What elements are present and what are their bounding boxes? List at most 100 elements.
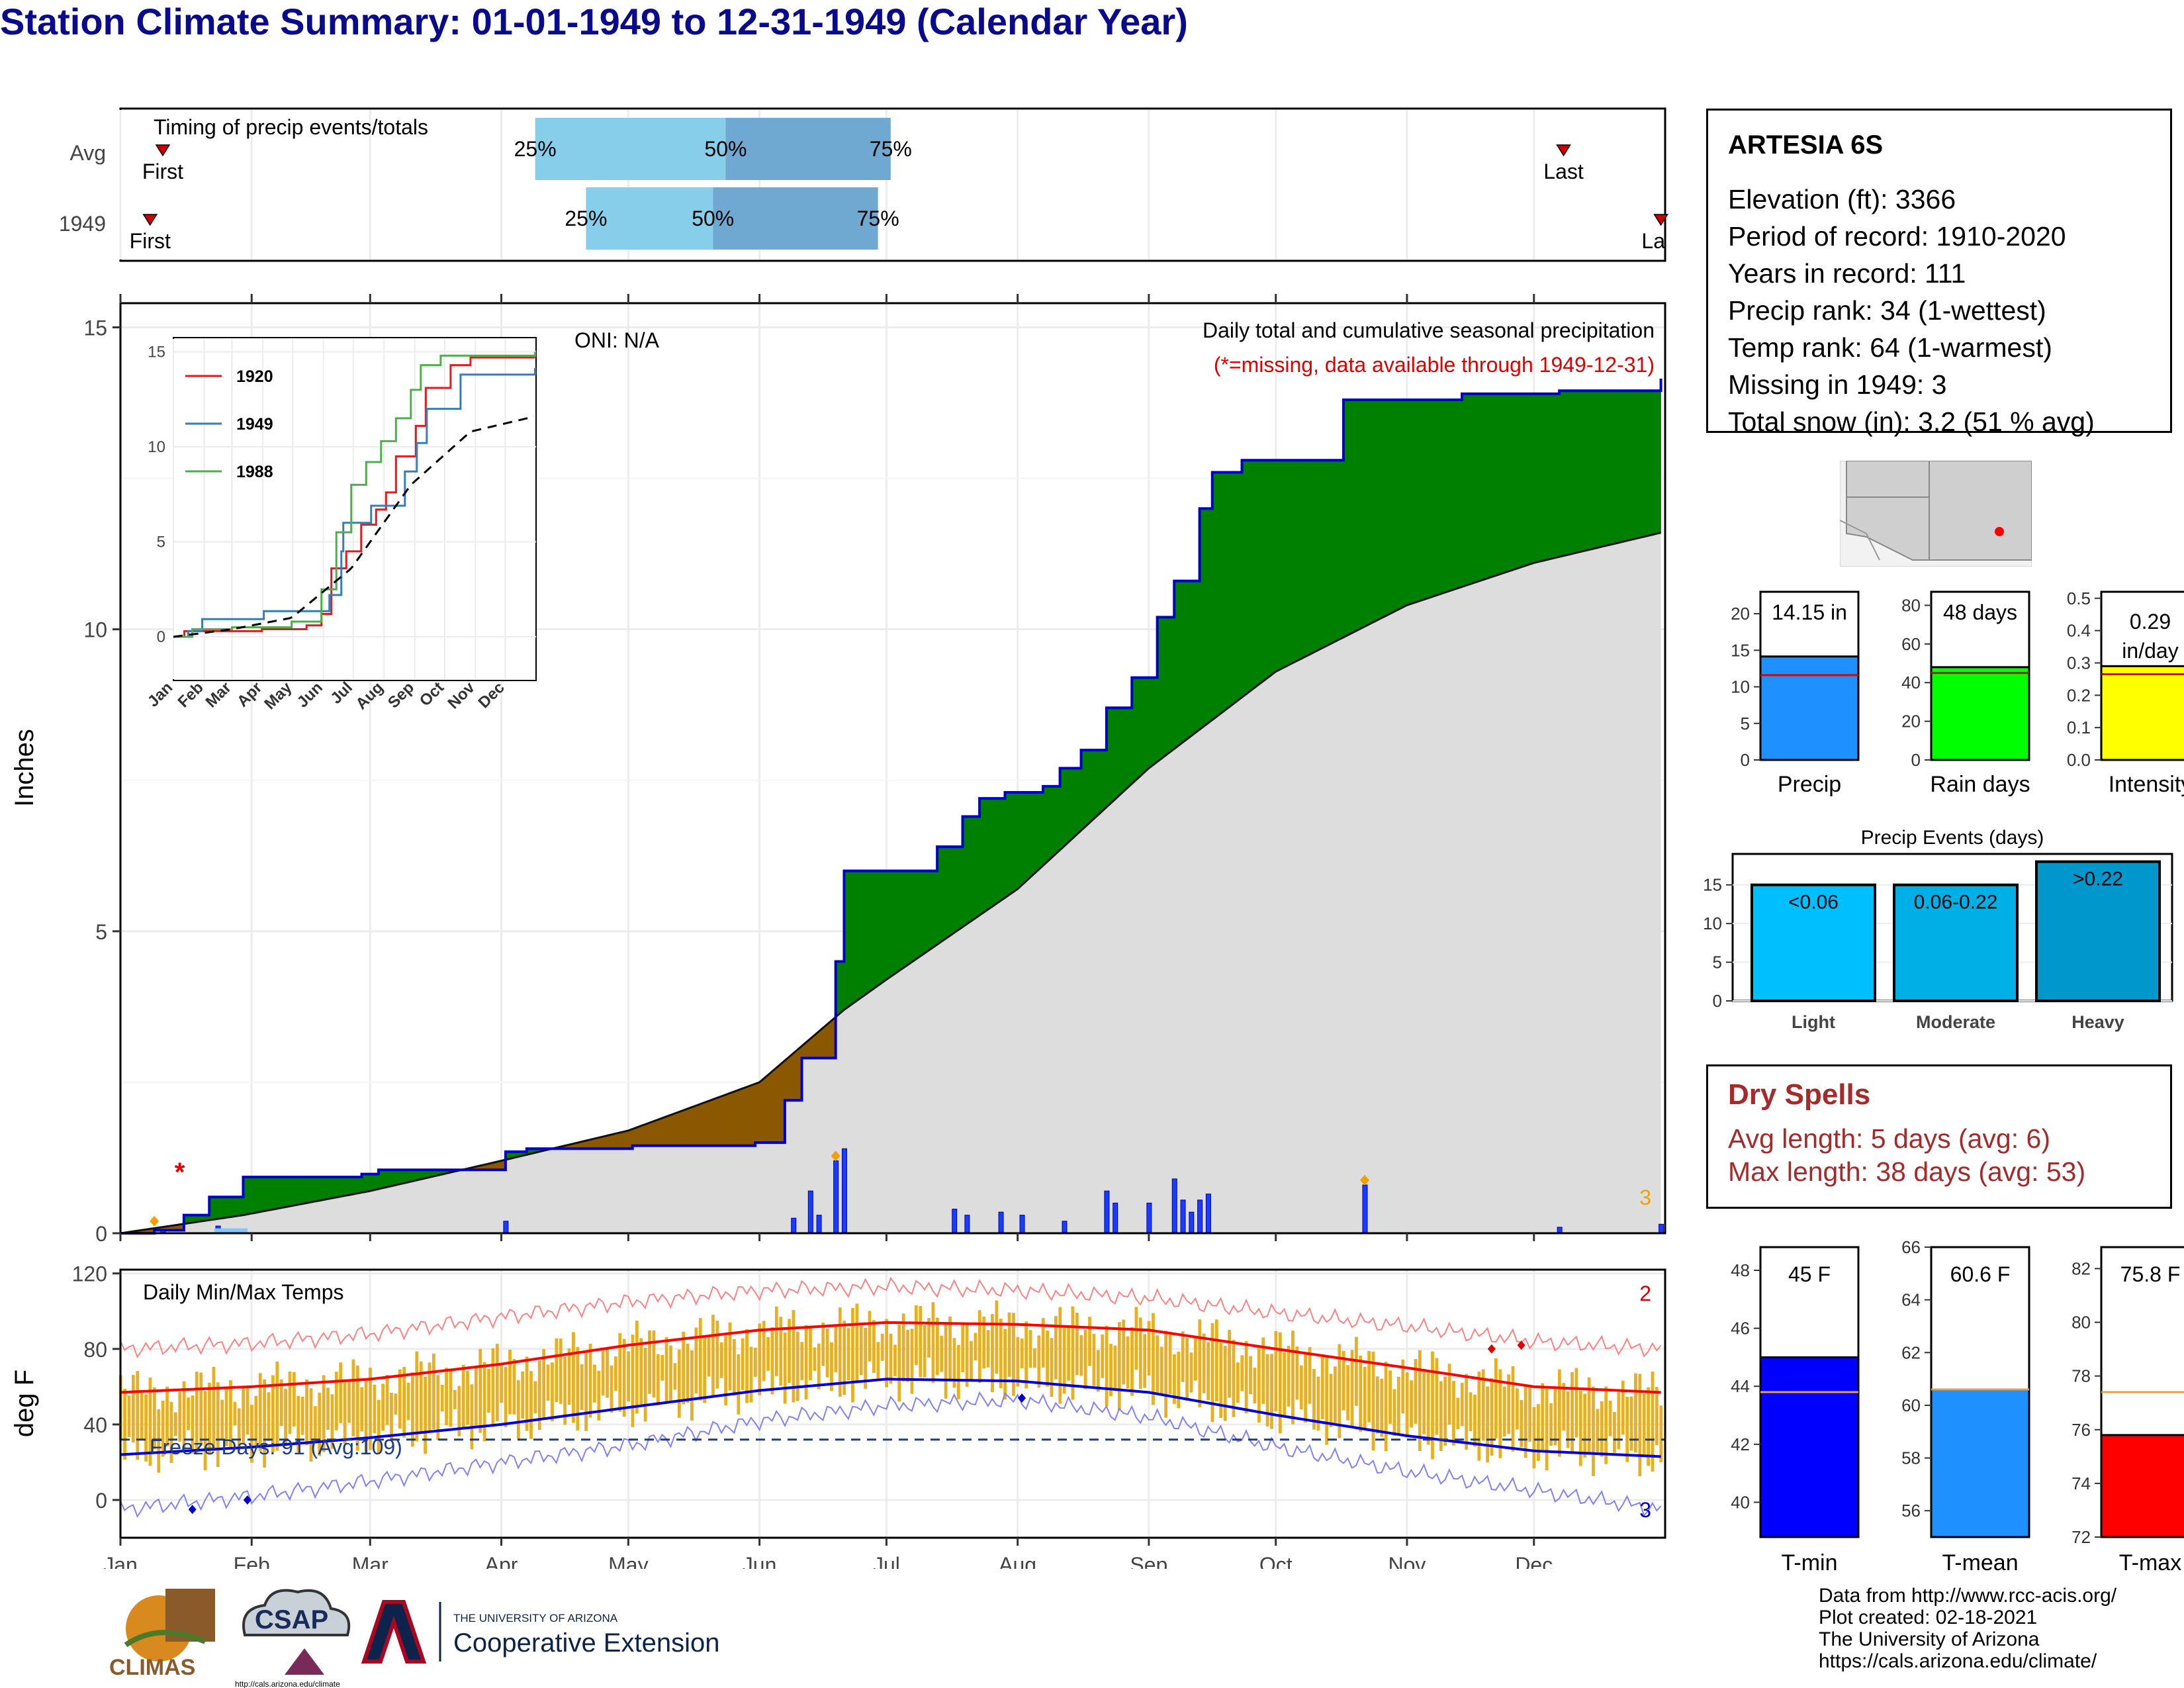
daily-temp-bar bbox=[1016, 1336, 1020, 1387]
month-label: Jun bbox=[743, 1553, 777, 1569]
daily-temp-bar bbox=[703, 1335, 707, 1403]
daily-temp-bar bbox=[559, 1338, 563, 1404]
daily-temp-bar bbox=[567, 1348, 571, 1405]
deviation-segment bbox=[657, 1117, 662, 1147]
timing-bar-lower bbox=[586, 187, 713, 250]
deviation-segment bbox=[991, 798, 997, 908]
deviation-segment bbox=[323, 1176, 328, 1200]
month-label: Nov bbox=[1388, 1553, 1426, 1569]
deviation-segment bbox=[1237, 472, 1242, 701]
daily-temp-bar bbox=[500, 1365, 504, 1403]
daily-temp-bar bbox=[1502, 1386, 1506, 1436]
daily-temp-bar bbox=[1083, 1329, 1087, 1389]
summary-tick-label: 0 bbox=[1741, 750, 1750, 770]
daily-temp-bar bbox=[1088, 1317, 1091, 1366]
daily-precip-bar bbox=[503, 1221, 509, 1234]
daily-temp-bar bbox=[258, 1373, 262, 1452]
daily-precip-bar bbox=[964, 1215, 970, 1234]
deviation-segment bbox=[1169, 617, 1175, 753]
summary-value-label: 14.15 in bbox=[1772, 600, 1847, 624]
daily-temp-bar bbox=[868, 1311, 872, 1362]
daily-temp-bar bbox=[601, 1350, 605, 1396]
daily-temp-bar bbox=[1557, 1369, 1561, 1457]
daily-temp-bar bbox=[254, 1395, 258, 1448]
daily-temp-bar bbox=[1325, 1355, 1329, 1445]
deviation-segment bbox=[1559, 390, 1564, 557]
deviation-segment bbox=[340, 1176, 345, 1197]
daily-temp-bar bbox=[152, 1387, 156, 1450]
deviation-segment bbox=[1639, 390, 1645, 538]
daily-temp-bar bbox=[901, 1313, 905, 1382]
month-label: Sep bbox=[1130, 1553, 1167, 1569]
summary-tick-label: 20 bbox=[1901, 712, 1921, 731]
daily-temp-bar bbox=[656, 1354, 660, 1406]
deviation-segment bbox=[277, 1176, 282, 1209]
daily-temp-bar bbox=[457, 1385, 461, 1436]
map-border-west bbox=[1840, 520, 1880, 561]
temp-summary-tick-label: 56 bbox=[1901, 1501, 1921, 1521]
temp-record-marker bbox=[188, 1505, 197, 1515]
daily-temp-bar bbox=[1447, 1364, 1451, 1425]
daily-precip-bar bbox=[1197, 1199, 1203, 1234]
daily-temp-bar bbox=[715, 1320, 719, 1389]
deviation-segment bbox=[1508, 393, 1514, 572]
station-detail-line: Total snow (in): 3.2 (51 % avg) bbox=[1728, 406, 2095, 437]
daily-temp-bar bbox=[1024, 1321, 1028, 1389]
deviation-segment bbox=[641, 1124, 646, 1147]
deviation-segment bbox=[645, 1122, 650, 1147]
temp-summary-value-label: 45 F bbox=[1788, 1262, 1831, 1286]
summary-bar bbox=[2100, 665, 2184, 761]
daily-temp-bar bbox=[216, 1382, 220, 1468]
daily-temp-bar bbox=[1312, 1369, 1316, 1430]
deviation-segment bbox=[1373, 399, 1378, 623]
daily-temp-bar bbox=[1524, 1383, 1527, 1458]
daily-temp-bar bbox=[1067, 1325, 1070, 1381]
max-precip-marker bbox=[831, 1150, 841, 1162]
daily-temp-bar bbox=[415, 1351, 419, 1442]
deviation-segment bbox=[1305, 459, 1310, 657]
daily-temp-bar bbox=[237, 1408, 241, 1448]
daily-temp-bar bbox=[470, 1384, 474, 1450]
daily-temp-bar bbox=[1079, 1335, 1083, 1376]
daily-temp-bar bbox=[246, 1387, 250, 1435]
daily-temp-bar bbox=[1435, 1358, 1439, 1435]
timing-pct-label: 50% bbox=[692, 207, 734, 230]
daily-temp-bar bbox=[309, 1388, 313, 1462]
deviation-segment bbox=[390, 1169, 396, 1187]
deviation-segment bbox=[1546, 393, 1551, 561]
deviation-segment bbox=[281, 1176, 286, 1209]
temp-chart: 0 40 80 120 deg F Daily Min/Max Temps Freez… bbox=[10, 1262, 1666, 1569]
daily-temp-bar bbox=[664, 1337, 668, 1402]
daily-temp-bar bbox=[1477, 1371, 1481, 1461]
deviation-segment bbox=[776, 1063, 781, 1143]
deviation-segment bbox=[1551, 393, 1556, 559]
daily-temp-bar bbox=[1299, 1365, 1303, 1410]
daily-temp-bar bbox=[834, 1325, 838, 1372]
inset-average-line bbox=[173, 415, 535, 638]
temp-summary-bars: 40 42 44 46 48 45 F T-min 56 58 60 62 64 66 60.6 F T-m… bbox=[1731, 1237, 2184, 1575]
deviation-segment bbox=[611, 1133, 616, 1149]
deviation-segment bbox=[1487, 393, 1492, 579]
daily-temp-bar bbox=[339, 1362, 343, 1423]
daily-temp-bar bbox=[1651, 1371, 1655, 1472]
deviation-segment bbox=[950, 846, 955, 937]
deviation-segment bbox=[1364, 399, 1369, 628]
max-precip-marker bbox=[150, 1215, 159, 1227]
deviation-segment bbox=[717, 1096, 722, 1147]
deviation-segment bbox=[1457, 399, 1463, 589]
daily-temp-bar bbox=[999, 1319, 1003, 1389]
daily-temp-bar bbox=[749, 1346, 753, 1403]
daily-temp-bar bbox=[1261, 1337, 1265, 1404]
deviation-segment bbox=[747, 1085, 752, 1147]
precip-events-chart: Precip Events (days) 0 5 10 15 <0.06 Light 0.0… bbox=[1703, 827, 2173, 1032]
deviation-segment bbox=[1428, 399, 1433, 598]
daily-temp-bar bbox=[1410, 1380, 1413, 1428]
timing-pct-label: 75% bbox=[857, 207, 899, 230]
deviation-segment bbox=[929, 870, 934, 951]
daily-temp-bar bbox=[1638, 1374, 1642, 1476]
daily-temp-bar bbox=[648, 1330, 651, 1394]
daily-temp-bar bbox=[555, 1338, 559, 1403]
last-event-label: La bbox=[1641, 229, 1665, 253]
daily-temp-bar bbox=[779, 1317, 783, 1386]
daily-temp-bar bbox=[707, 1335, 711, 1377]
